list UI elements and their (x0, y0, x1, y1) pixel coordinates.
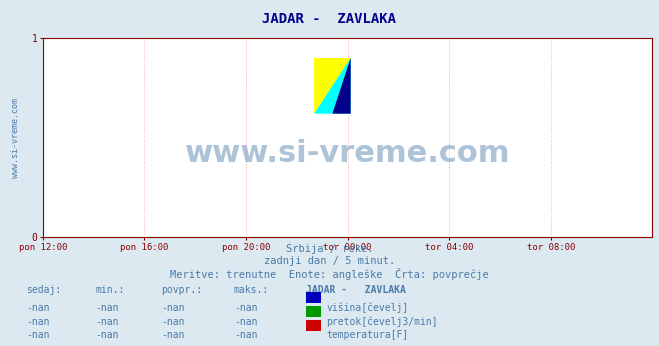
Polygon shape (332, 58, 351, 114)
Text: JADAR -  ZAVLAKA: JADAR - ZAVLAKA (262, 12, 397, 26)
Text: -nan: -nan (234, 330, 258, 340)
Text: višina[čevelj]: višina[čevelj] (326, 303, 409, 313)
Text: JADAR -   ZAVLAKA: JADAR - ZAVLAKA (306, 285, 407, 295)
Text: www.si-vreme.com: www.si-vreme.com (185, 139, 510, 168)
Text: -nan: -nan (234, 317, 258, 327)
Text: -nan: -nan (161, 317, 185, 327)
Text: -nan: -nan (161, 303, 185, 313)
Text: -nan: -nan (26, 317, 50, 327)
Polygon shape (314, 58, 351, 114)
Text: povpr.:: povpr.: (161, 285, 202, 295)
Text: temperatura[F]: temperatura[F] (326, 330, 409, 340)
Text: -nan: -nan (96, 317, 119, 327)
Text: sedaj:: sedaj: (26, 285, 61, 295)
Text: -nan: -nan (234, 303, 258, 313)
Text: zadnji dan / 5 minut.: zadnji dan / 5 minut. (264, 256, 395, 266)
Text: -nan: -nan (26, 330, 50, 340)
Text: www.si-vreme.com: www.si-vreme.com (11, 98, 20, 177)
Text: -nan: -nan (96, 330, 119, 340)
Text: maks.:: maks.: (234, 285, 269, 295)
Text: min.:: min.: (96, 285, 125, 295)
Text: -nan: -nan (26, 303, 50, 313)
Text: Meritve: trenutne  Enote: angleške  Črta: povprečje: Meritve: trenutne Enote: angleške Črta: … (170, 268, 489, 280)
Polygon shape (314, 58, 351, 114)
Text: pretok[čevelj3/min]: pretok[čevelj3/min] (326, 317, 438, 327)
Text: -nan: -nan (161, 330, 185, 340)
Text: Srbija / reke.: Srbija / reke. (286, 244, 373, 254)
Text: -nan: -nan (96, 303, 119, 313)
